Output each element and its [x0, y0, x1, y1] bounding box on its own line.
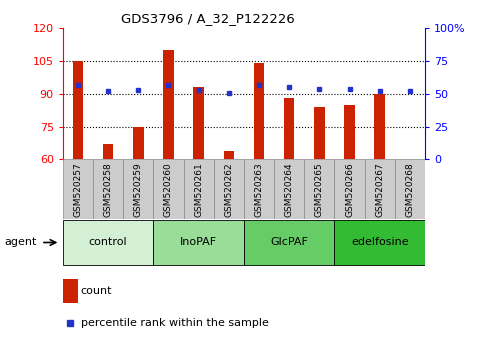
Text: agent: agent [5, 238, 37, 247]
Bar [344, 105, 355, 159]
Text: GSM520258: GSM520258 [103, 162, 113, 217]
Text: GSM520257: GSM520257 [73, 162, 83, 217]
Bar [103, 144, 114, 159]
Bar [193, 87, 204, 159]
Bar [133, 126, 143, 159]
Text: edelfosine: edelfosine [351, 238, 409, 247]
Bar [184, 159, 213, 219]
Text: GSM520259: GSM520259 [134, 162, 143, 217]
Text: count: count [81, 286, 112, 296]
Text: GSM520261: GSM520261 [194, 162, 203, 217]
Bar [63, 159, 93, 219]
Bar [304, 159, 334, 219]
Bar [63, 221, 154, 264]
Bar [254, 63, 264, 159]
Bar [314, 107, 325, 159]
Text: percentile rank within the sample: percentile rank within the sample [81, 318, 269, 328]
Bar [93, 159, 123, 219]
Bar [365, 159, 395, 219]
Text: GSM520264: GSM520264 [284, 162, 294, 217]
Bar [154, 221, 244, 264]
Bar [395, 159, 425, 219]
Text: GSM520262: GSM520262 [224, 162, 233, 217]
Bar [274, 159, 304, 219]
Bar [244, 159, 274, 219]
Bar [224, 150, 234, 159]
Text: GSM520265: GSM520265 [315, 162, 324, 217]
Text: GSM520263: GSM520263 [255, 162, 264, 217]
Text: GSM520266: GSM520266 [345, 162, 354, 217]
Bar [334, 159, 365, 219]
Text: GSM520260: GSM520260 [164, 162, 173, 217]
Bar [123, 159, 154, 219]
Bar [334, 221, 425, 264]
Text: GDS3796 / A_32_P122226: GDS3796 / A_32_P122226 [121, 12, 295, 25]
Bar [154, 159, 184, 219]
Text: InoPAF: InoPAF [180, 238, 217, 247]
Bar [213, 159, 244, 219]
Bar [63, 279, 78, 303]
Text: GSM520267: GSM520267 [375, 162, 384, 217]
Text: GSM520268: GSM520268 [405, 162, 414, 217]
Bar [284, 98, 295, 159]
Bar [374, 94, 385, 159]
Text: GlcPAF: GlcPAF [270, 238, 308, 247]
Bar [163, 50, 174, 159]
Bar [244, 221, 334, 264]
Text: control: control [89, 238, 128, 247]
Bar [72, 61, 83, 159]
